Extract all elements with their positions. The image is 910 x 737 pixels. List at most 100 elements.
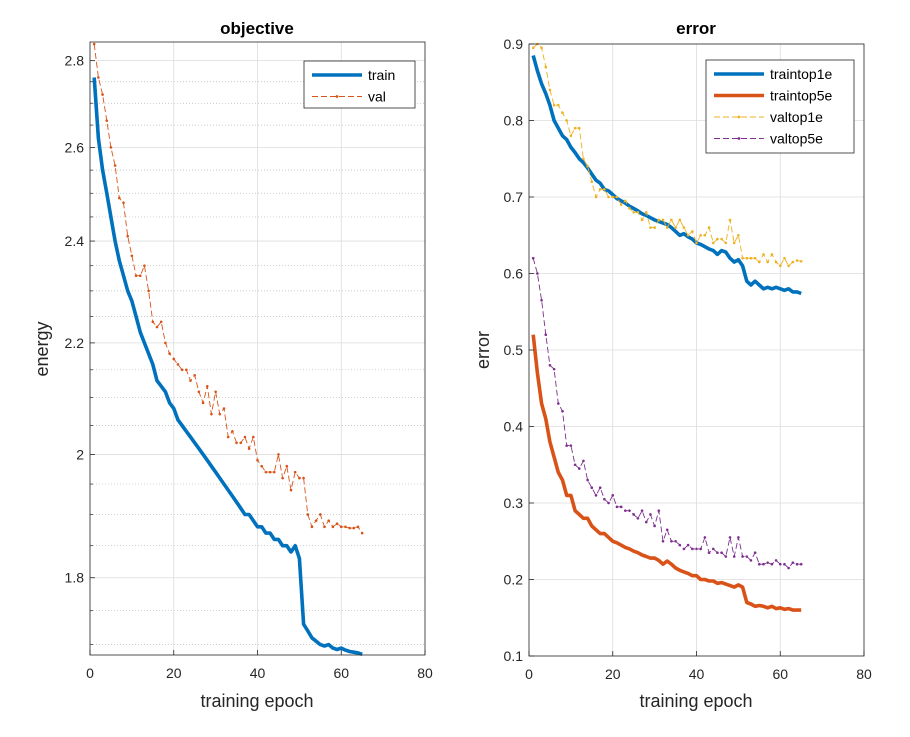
- objective-series: [92, 42, 364, 657]
- error-series-valtop5e-point: [686, 543, 690, 547]
- objective-series-val-point: [306, 513, 310, 516]
- objective-y-tick-label: 2: [76, 446, 84, 462]
- objective-series-val-point: [222, 407, 226, 410]
- error-series-valtop5e-point: [628, 509, 631, 512]
- error-y-tick-label: 0.4: [504, 419, 524, 435]
- error-series-valtop1e-point: [674, 226, 677, 229]
- objective-series-val-point: [310, 525, 314, 529]
- objective-series-val-point: [335, 522, 339, 526]
- objective-series-val-point: [323, 525, 326, 529]
- error-series-valtop1e-point: [741, 256, 744, 260]
- objective-series-val-point: [272, 470, 276, 474]
- error-series-valtop1e-point: [728, 218, 732, 222]
- error-y-tick-label: 0.2: [504, 572, 524, 588]
- error-series-valtop1e-point: [586, 165, 589, 168]
- objective-series-val-point: [189, 379, 192, 383]
- objective-legend-item-val: val: [312, 89, 386, 105]
- objective-x-tick-label: 40: [250, 665, 266, 681]
- error-series-valtop5e-point: [644, 520, 648, 524]
- error-series-valtop1e-point: [544, 65, 548, 69]
- error-series-valtop1e-point: [624, 199, 627, 203]
- error-series-valtop5e-point: [544, 333, 548, 337]
- error-series-valtop5e-point: [557, 402, 560, 405]
- error-series-valtop5e-point: [540, 298, 543, 302]
- objective-series-val-point: [205, 384, 209, 388]
- objective-x-tick-label: 80: [417, 665, 433, 681]
- error-series-valtop1e-point: [603, 188, 606, 191]
- error-series-valtop1e-point: [787, 264, 790, 268]
- error-series-valtop1e-point: [795, 259, 799, 262]
- objective-series-val-point: [155, 325, 159, 329]
- objective-series-val-point: [339, 525, 343, 529]
- error-x-tick-label: 20: [605, 666, 621, 682]
- error-series-valtop1e: [531, 42, 803, 268]
- error-series-valtop5e-point: [611, 494, 615, 497]
- error-series-valtop5e-point: [741, 555, 744, 558]
- error-series-valtop1e-point: [619, 203, 623, 206]
- error-series-valtop5e-point: [565, 444, 568, 447]
- error-series-valtop1e-point: [649, 226, 652, 229]
- objective-series-val-point: [268, 470, 272, 474]
- objective-series-val-point: [118, 196, 121, 200]
- error-series-valtop1e-point: [758, 260, 761, 264]
- error-series-valtop5e-point: [791, 561, 795, 564]
- objective-series-val-point: [143, 264, 146, 268]
- objective-legend: train val: [303, 60, 416, 109]
- objective-series-val-point: [218, 412, 222, 416]
- error-y-tick-label: 0.7: [504, 189, 524, 205]
- objective-series-val-point: [197, 390, 201, 394]
- error-series-valtop1e-point: [644, 211, 648, 214]
- error-series-valtop1e-point: [640, 218, 644, 222]
- objective-x-tick-label: 60: [333, 665, 349, 681]
- error-series-valtop1e-point: [661, 218, 665, 222]
- error-series-valtop1e-point: [783, 256, 786, 260]
- error-series-valtop1e-point: [636, 211, 640, 214]
- error-series-valtop1e-point: [799, 259, 803, 263]
- objective-series-val-point: [168, 352, 171, 355]
- error-legend-item-valtop5e: valtop5e: [714, 131, 823, 147]
- error-series-valtop1e-point: [552, 103, 556, 107]
- error-series: [531, 42, 803, 612]
- error-y-tick-label: 0.9: [504, 36, 524, 52]
- objective-series-val-point: [302, 476, 305, 480]
- objective-legend-label: val: [368, 89, 386, 105]
- error-series-valtop1e-point: [594, 195, 598, 199]
- error-series-valtop5e-point: [778, 562, 782, 566]
- objective-series-val-point: [92, 42, 96, 46]
- objective-series-val-point: [147, 289, 150, 293]
- error-series-valtop1e-point: [582, 157, 585, 161]
- error-y-tick-label: 0.1: [504, 648, 524, 664]
- error-series-traintop1e: [531, 55, 802, 296]
- objective-series-val-point: [348, 526, 351, 530]
- error-series-valtop5e-point: [670, 539, 673, 543]
- error-series-valtop1e-point: [561, 111, 564, 115]
- objective-panel: 1.8 2 2.2 2.4 2.6 2.8 0 20 40 60 80 objective trai…: [32, 19, 433, 711]
- error-legend-item-valtop1e: valtop1e: [714, 109, 823, 125]
- error-series-valtop5e-point: [711, 547, 715, 551]
- objective-series-val-point: [97, 76, 100, 79]
- error-series-valtop5e-point: [770, 562, 774, 566]
- error-y-tick-label: 0.3: [504, 495, 524, 511]
- error-series-valtop5e-point: [603, 497, 606, 501]
- objective-series-val-point: [138, 274, 142, 278]
- objective-y-tick-label: 2.4: [65, 233, 85, 249]
- error-series-valtop5e-point: [703, 536, 707, 539]
- objective-series-val-point: [293, 470, 297, 474]
- error-series-valtop5e-point: [720, 551, 723, 555]
- objective-series-val-point: [264, 470, 268, 474]
- error-series-valtop1e-point: [590, 180, 594, 183]
- error-series-valtop1e-point: [531, 46, 535, 50]
- error-y-tick-label: 0.8: [504, 113, 524, 129]
- error-legend-item-traintop1e: traintop1e: [714, 66, 832, 82]
- error-legend-marker: [737, 137, 741, 140]
- objective-series-val-point: [319, 513, 322, 516]
- objective-series-val-point: [176, 363, 180, 366]
- objective-series-val-point: [172, 357, 176, 361]
- error-series-valtop1e-point: [745, 256, 749, 260]
- objective-series-val-point: [314, 519, 318, 522]
- error-series-valtop5e-point: [753, 551, 757, 555]
- error-series-valtop1e-line: [532, 43, 802, 267]
- error-series-valtop5e-point: [691, 547, 694, 551]
- error-series-valtop1e-point: [707, 226, 711, 229]
- error-series-valtop1e-point: [703, 233, 707, 237]
